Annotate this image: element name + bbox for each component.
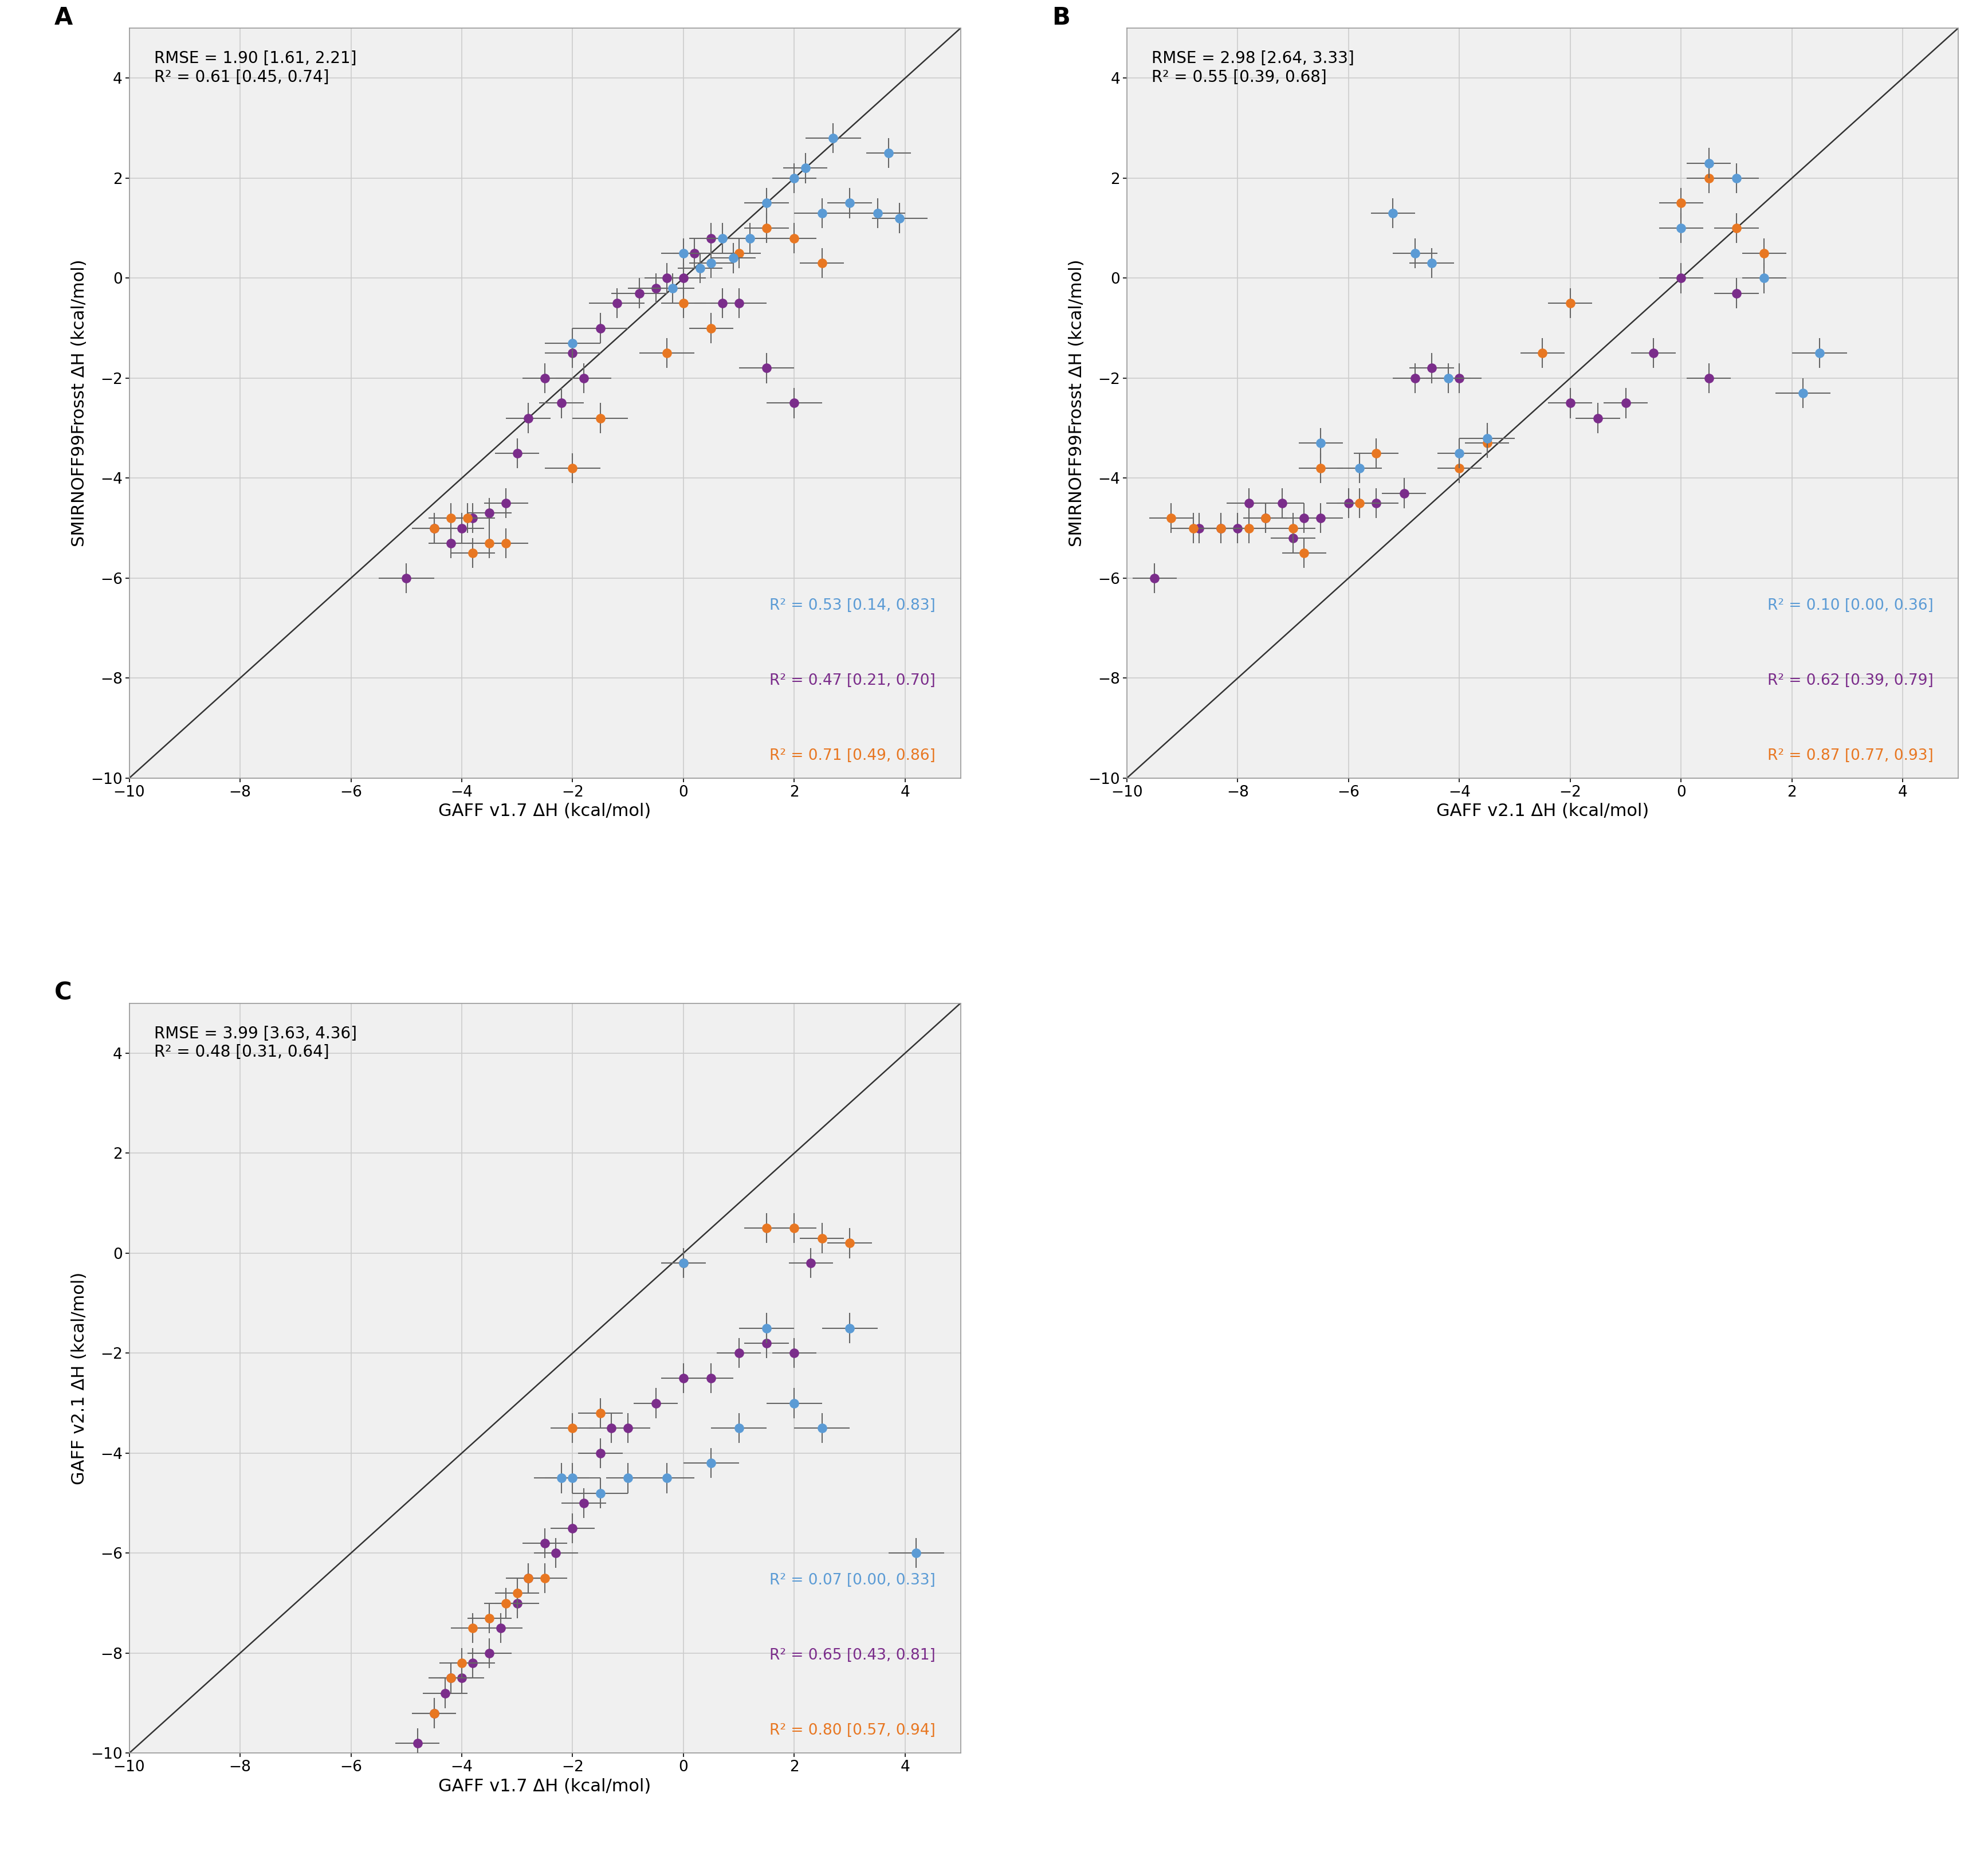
X-axis label: GAFF v2.1 ΔH (kcal/mol): GAFF v2.1 ΔH (kcal/mol) (1435, 802, 1648, 819)
Text: R² = 0.71 [0.49, 0.86]: R² = 0.71 [0.49, 0.86] (769, 748, 936, 763)
Text: R² = 0.80 [0.57, 0.94]: R² = 0.80 [0.57, 0.94] (769, 1723, 936, 1738)
Text: R² = 0.47 [0.21, 0.70]: R² = 0.47 [0.21, 0.70] (769, 673, 936, 688)
Y-axis label: GAFF v2.1 ΔH (kcal/mol): GAFF v2.1 ΔH (kcal/mol) (72, 1271, 87, 1485)
Text: R² = 0.10 [0.00, 0.36]: R² = 0.10 [0.00, 0.36] (1767, 598, 1932, 613)
Text: R² = 0.07 [0.00, 0.33]: R² = 0.07 [0.00, 0.33] (769, 1573, 936, 1588)
Text: B: B (1052, 6, 1070, 30)
Text: RMSE = 1.90 [1.61, 2.21]
R² = 0.61 [0.45, 0.74]: RMSE = 1.90 [1.61, 2.21] R² = 0.61 [0.45… (155, 51, 356, 84)
Text: R² = 0.53 [0.14, 0.83]: R² = 0.53 [0.14, 0.83] (769, 598, 936, 613)
Y-axis label: SMIRNOFF99Frosst ΔH (kcal/mol): SMIRNOFF99Frosst ΔH (kcal/mol) (72, 259, 87, 548)
X-axis label: GAFF v1.7 ΔH (kcal/mol): GAFF v1.7 ΔH (kcal/mol) (439, 1777, 652, 1794)
Text: A: A (54, 6, 74, 30)
Text: RMSE = 3.99 [3.63, 4.36]
R² = 0.48 [0.31, 0.64]: RMSE = 3.99 [3.63, 4.36] R² = 0.48 [0.31… (155, 1026, 358, 1059)
Text: R² = 0.87 [0.77, 0.93]: R² = 0.87 [0.77, 0.93] (1767, 748, 1932, 763)
Y-axis label: SMIRNOFF99Frosst ΔH (kcal/mol): SMIRNOFF99Frosst ΔH (kcal/mol) (1068, 259, 1085, 548)
Text: RMSE = 2.98 [2.64, 3.33]
R² = 0.55 [0.39, 0.68]: RMSE = 2.98 [2.64, 3.33] R² = 0.55 [0.39… (1151, 51, 1354, 84)
Text: C: C (54, 981, 72, 1005)
X-axis label: GAFF v1.7 ΔH (kcal/mol): GAFF v1.7 ΔH (kcal/mol) (439, 802, 652, 819)
Text: R² = 0.62 [0.39, 0.79]: R² = 0.62 [0.39, 0.79] (1767, 673, 1932, 688)
Text: R² = 0.65 [0.43, 0.81]: R² = 0.65 [0.43, 0.81] (769, 1648, 936, 1663)
